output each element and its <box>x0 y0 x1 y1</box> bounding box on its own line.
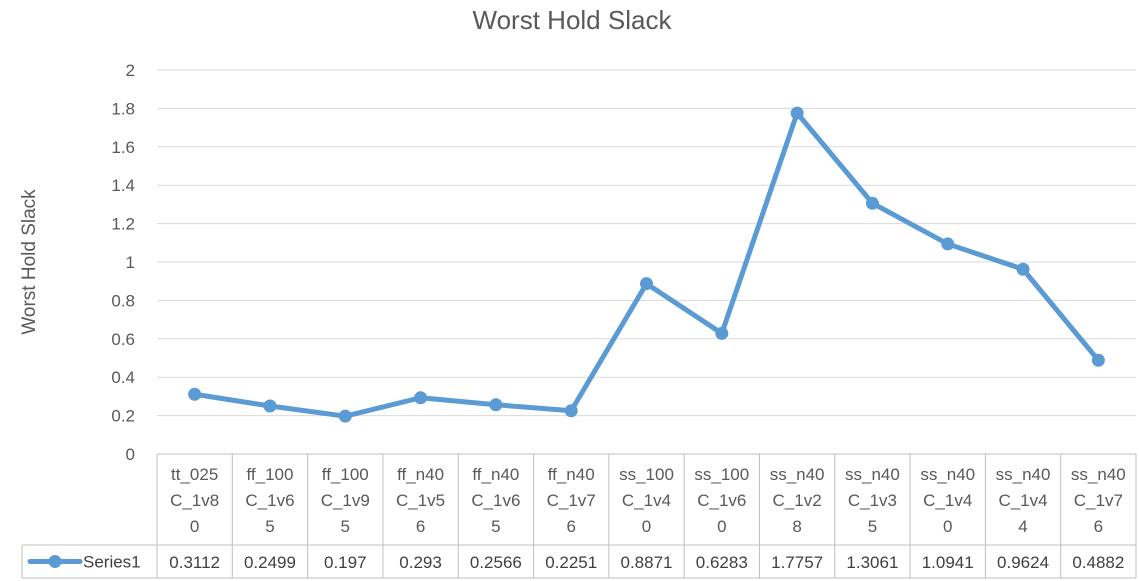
data-value-label: 1.7757 <box>771 553 823 572</box>
y-tick-label: 0.2 <box>111 407 135 426</box>
y-tick-label: 2 <box>126 61 135 80</box>
legend-marker-key <box>48 555 62 568</box>
y-tick-label: 1.8 <box>111 99 135 118</box>
data-value-label: 0.2251 <box>545 553 597 572</box>
data-value-label: 0.8871 <box>621 553 673 572</box>
y-tick-label: 0 <box>126 445 135 464</box>
x-tick-label: ff_100 C_1v6 5 <box>245 465 294 536</box>
data-value-label: 0.2499 <box>244 553 296 572</box>
data-point <box>263 399 277 413</box>
data-point <box>1091 353 1105 367</box>
legend: Series1 <box>27 553 141 572</box>
legend-label: Series1 <box>83 553 141 572</box>
data-point <box>790 106 804 120</box>
x-tick-label: ff_100 C_1v9 5 <box>321 465 370 536</box>
y-tick-label: 1.2 <box>111 215 135 234</box>
x-tick-label: ss_n40 C_1v4 0 <box>920 465 975 536</box>
data-value-label: 0.197 <box>324 553 367 572</box>
chart-title: Worst Hold Slack <box>473 5 673 35</box>
data-value-label: 0.293 <box>399 553 442 572</box>
y-tick-label: 1 <box>126 253 135 272</box>
x-tick-label: ss_100 C_1v6 0 <box>694 465 749 536</box>
x-tick-label: tt_025 C_1v8 0 <box>170 465 219 536</box>
x-tick-label: ss_n40 C_1v7 6 <box>1071 465 1126 536</box>
data-table: tt_025 C_1v8 0 ff_100 C_1v6 5 ff_100 C_1v9 5 ff_n… <box>21 453 1137 579</box>
y-tick-label: 1.6 <box>111 138 135 157</box>
data-point <box>715 326 729 340</box>
x-tick-label: ff_n40 C_1v6 5 <box>471 465 520 536</box>
data-point <box>564 404 578 418</box>
y-axis-label: Worst Hold Slack <box>19 189 40 335</box>
gridlines <box>157 69 1136 417</box>
data-point <box>1016 262 1030 276</box>
x-tick-label: ss_n40 C_1v2 8 <box>770 465 825 536</box>
y-axis-ticks: 0 0.2 0.4 0.6 0.8 1 1.2 1.4 1.6 1.8 2 <box>111 61 135 464</box>
data-value-label: 0.3112 <box>169 553 220 572</box>
data-value-label: 0.9624 <box>997 553 1049 572</box>
x-tick-label: ff_n40 C_1v7 6 <box>547 465 596 536</box>
data-value-label: 0.6283 <box>696 553 748 572</box>
series-line <box>192 110 1101 419</box>
data-value-label: 0.2566 <box>470 553 522 572</box>
y-tick-label: 0.8 <box>111 291 135 310</box>
data-point <box>865 196 879 210</box>
data-value-label: 1.0941 <box>922 553 974 572</box>
y-tick-label: 0.6 <box>111 330 135 349</box>
series-layer <box>188 106 1105 423</box>
x-tick-label: ss_n40 C_1v3 5 <box>845 465 900 536</box>
data-point <box>640 277 653 291</box>
x-tick-label: ss_n40 C_1v4 4 <box>996 465 1051 536</box>
data-value-label: 0.4882 <box>1072 553 1124 572</box>
data-point <box>414 391 428 405</box>
data-point <box>188 387 202 401</box>
data-point <box>489 398 503 412</box>
y-tick-label: 1.4 <box>111 176 135 195</box>
data-value-label: 1.3061 <box>846 553 898 572</box>
data-point <box>941 237 955 251</box>
y-tick-label: 0.4 <box>111 368 135 387</box>
data-point <box>338 409 352 423</box>
x-tick-label: ss_100 C_1v4 0 <box>619 465 674 536</box>
x-tick-label: ff_n40 C_1v5 6 <box>396 465 445 536</box>
